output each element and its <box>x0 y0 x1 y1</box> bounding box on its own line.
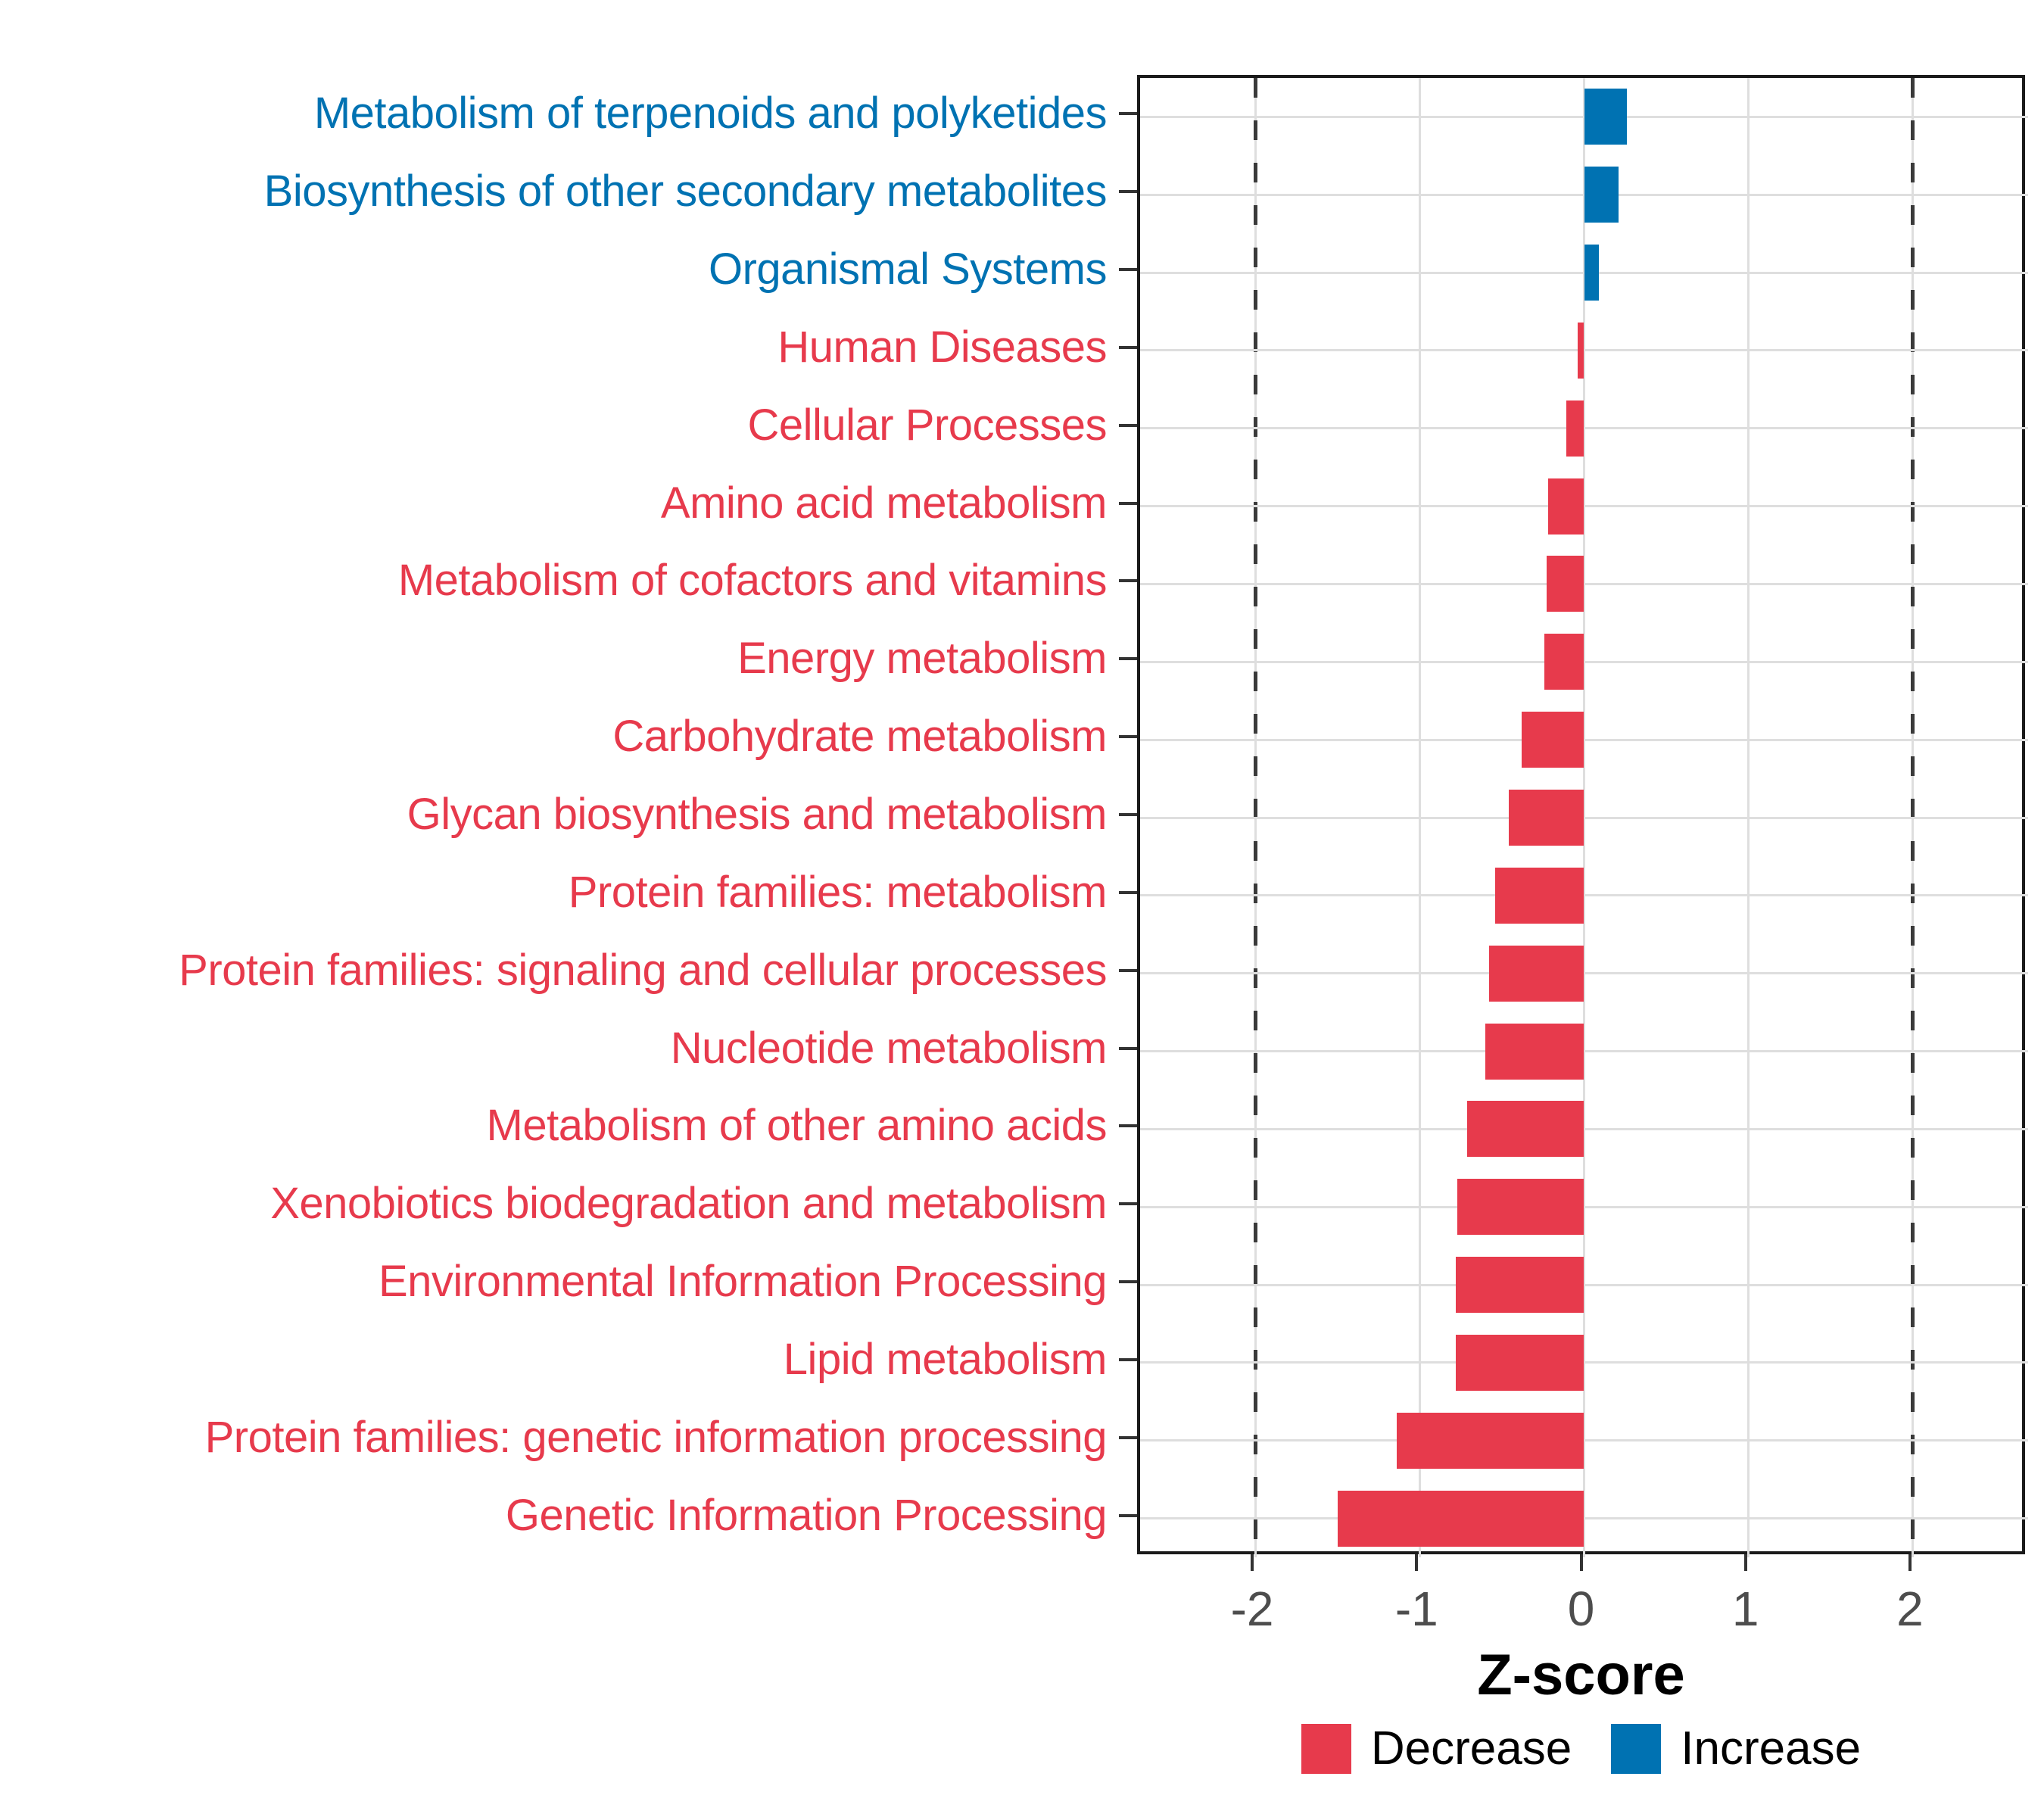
y-axis-tick <box>1119 501 1137 505</box>
y-gridline <box>1140 660 2028 663</box>
y-axis-tick <box>1119 1435 1137 1439</box>
x-tick-label: -2 <box>1230 1582 1274 1636</box>
bar-decrease <box>1508 789 1584 846</box>
category-label: Protein families: genetic information pr… <box>204 1412 1108 1462</box>
legend-item-decrease: Decrease <box>1301 1722 1572 1775</box>
x-axis-tick <box>1415 1554 1419 1571</box>
category-label: Metabolism of other amino acids <box>486 1101 1108 1151</box>
bar-decrease <box>1456 1257 1584 1314</box>
bar-increase <box>1584 245 1600 301</box>
y-axis-tick <box>1119 112 1137 116</box>
plot-panel <box>1137 75 2028 1557</box>
y-axis-tick <box>1119 190 1137 194</box>
y-gridline <box>1140 349 2028 352</box>
y-axis-tick <box>1119 268 1137 272</box>
bar-decrease <box>1544 634 1584 690</box>
x-tick-label: 2 <box>1896 1582 1924 1636</box>
legend: Decrease Increase <box>1137 1722 2025 1775</box>
y-axis-tick <box>1119 1357 1137 1361</box>
y-axis-tick <box>1119 1046 1137 1050</box>
y-gridline <box>1140 1439 2028 1442</box>
x-tick-label: 1 <box>1731 1582 1759 1636</box>
y-axis-tick <box>1119 423 1137 427</box>
y-gridline <box>1140 582 2028 585</box>
increase-swatch <box>1611 1724 1662 1774</box>
y-axis-tick <box>1119 579 1137 583</box>
x-tick-label: 0 <box>1567 1582 1595 1636</box>
category-label: Amino acid metabolism <box>660 478 1108 528</box>
category-label: Organismal Systems <box>708 245 1108 295</box>
x-tick-label: -1 <box>1394 1582 1438 1636</box>
y-axis-tick <box>1119 813 1137 816</box>
y-axis-tick <box>1119 1202 1137 1206</box>
category-label: Nucleotide metabolism <box>670 1023 1108 1073</box>
decrease-swatch <box>1301 1724 1351 1774</box>
y-axis-tick <box>1119 657 1137 661</box>
category-label: Xenobiotics biodegradation and metabolis… <box>270 1179 1107 1229</box>
bar-increase <box>1584 167 1619 223</box>
bar-decrease <box>1546 556 1584 612</box>
bar-decrease <box>1456 1334 1584 1391</box>
bar-decrease <box>1485 1023 1584 1080</box>
y-gridline <box>1140 1050 2028 1053</box>
increase-label: Increase <box>1681 1722 1862 1775</box>
category-label: Protein families: signaling and cellular… <box>179 945 1107 995</box>
y-axis-tick <box>1119 968 1137 972</box>
bar-decrease <box>1547 478 1584 535</box>
bar-increase <box>1584 89 1627 145</box>
y-axis-tick <box>1119 735 1137 739</box>
category-label: Genetic Information Processing <box>505 1490 1108 1540</box>
bar-decrease <box>1457 1179 1584 1236</box>
y-axis-tick <box>1119 1280 1137 1284</box>
y-gridline <box>1140 1517 2028 1520</box>
y-gridline <box>1140 505 2028 508</box>
y-gridline <box>1140 816 2028 819</box>
category-label: Cellular Processes <box>747 400 1107 450</box>
bar-decrease <box>1521 712 1584 768</box>
bar-decrease <box>1566 400 1584 457</box>
bar-decrease <box>1396 1412 1584 1469</box>
y-gridline <box>1140 1205 2028 1208</box>
y-axis-tick <box>1119 890 1137 894</box>
category-label: Carbohydrate metabolism <box>612 712 1107 762</box>
bar-decrease <box>1495 867 1584 924</box>
category-label: Protein families: metabolism <box>568 867 1108 917</box>
bar-decrease <box>1577 322 1584 379</box>
category-label: Human Diseases <box>777 322 1107 372</box>
y-gridline <box>1140 1283 2028 1286</box>
bar-decrease <box>1467 1101 1584 1158</box>
y-axis-tick <box>1119 1124 1137 1128</box>
x-axis-tick <box>1743 1554 1747 1571</box>
y-gridline <box>1140 427 2028 430</box>
y-gridline <box>1140 972 2028 975</box>
y-gridline <box>1140 894 2028 897</box>
decrease-label: Decrease <box>1370 1722 1572 1775</box>
category-label: Glycan biosynthesis and metabolism <box>407 790 1108 839</box>
category-label: Environmental Information Processing <box>378 1257 1108 1307</box>
y-axis-tick <box>1119 1513 1137 1517</box>
y-gridline <box>1140 1127 2028 1130</box>
category-label: Energy metabolism <box>737 634 1107 684</box>
category-label: Biosynthesis of other secondary metaboli… <box>263 167 1108 217</box>
x-axis-tick <box>1908 1554 1912 1571</box>
x-axis-tick <box>1579 1554 1583 1571</box>
category-label: Metabolism of terpenoids and polyketides <box>313 89 1108 139</box>
y-axis-tick <box>1119 345 1137 349</box>
y-gridline <box>1140 738 2028 741</box>
category-label: Lipid metabolism <box>783 1334 1108 1384</box>
x-axis-title: Z-score <box>1477 1643 1685 1707</box>
bar-decrease <box>1488 945 1584 1002</box>
x-axis-tick <box>1251 1554 1254 1571</box>
legend-item-increase: Increase <box>1611 1722 1861 1775</box>
category-label: Metabolism of cofactors and vitamins <box>397 556 1108 606</box>
bar-decrease <box>1337 1490 1584 1547</box>
y-gridline <box>1140 1361 2028 1364</box>
